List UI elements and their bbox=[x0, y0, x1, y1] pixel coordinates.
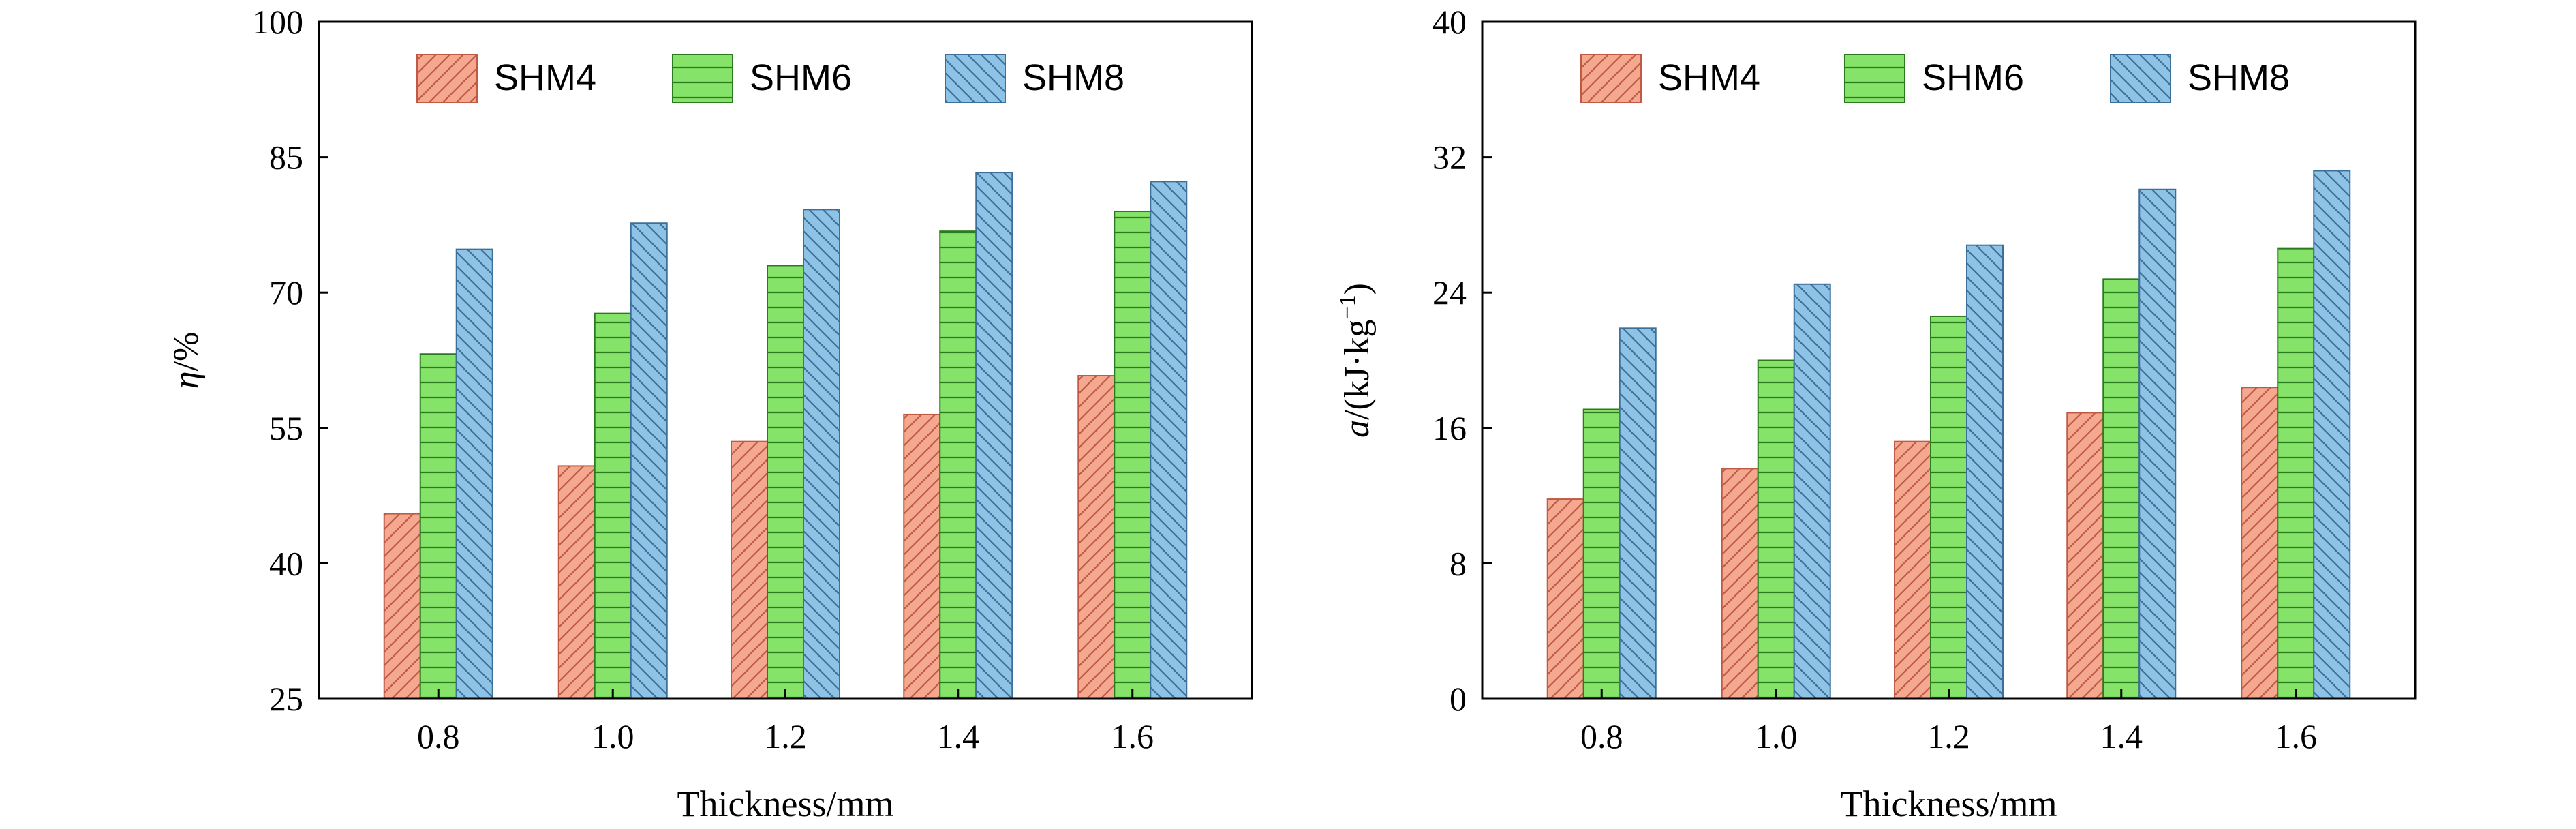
y-axis-label: a/(kJ·kg−1) bbox=[1335, 283, 1377, 438]
bar-shm4-0.8 bbox=[1546, 498, 1584, 699]
legend-label-shm4: SHM4 bbox=[494, 57, 596, 98]
bar-shm8-1.4 bbox=[975, 172, 1013, 700]
x-tick-label: 1.0 bbox=[1755, 717, 1798, 755]
y-axis-unit-superscript: −1 bbox=[1335, 295, 1360, 319]
bar-shm8-1.2 bbox=[803, 209, 840, 699]
y-tick-label: 55 bbox=[269, 409, 303, 447]
chart-eta: 25 40 55 70 85 100 0.8 1.0 1.2 1.4 1.6 Thickness/mm… bbox=[167, 3, 1253, 824]
bar-shm6-1.6 bbox=[1114, 211, 1152, 700]
bar-shm6-0.8 bbox=[1582, 408, 1621, 699]
legend-swatch-shm8 bbox=[2110, 54, 2171, 103]
bar-shm6-1.4 bbox=[939, 230, 977, 699]
x-tick-label: 0.8 bbox=[417, 717, 460, 755]
legend-label-shm6: SHM6 bbox=[1922, 57, 2024, 98]
bar-shm8-1.0 bbox=[1793, 283, 1831, 700]
y-axis-label: η/% bbox=[167, 332, 206, 389]
y-tick-label: 40 bbox=[269, 544, 303, 582]
y-tick-label: 40 bbox=[1432, 3, 1467, 41]
bar-shm8-0.8 bbox=[1619, 327, 1657, 699]
x-tick-label: 1.4 bbox=[2100, 717, 2143, 755]
x-tick-label: 1.2 bbox=[1927, 717, 1970, 755]
y-tick-label: 0 bbox=[1450, 680, 1467, 718]
x-axis-label: Thickness/mm bbox=[1841, 783, 2057, 824]
y-axis-unit-close: ) bbox=[1338, 283, 1377, 295]
bar-shm6-1.2 bbox=[1930, 315, 1967, 699]
legend-label-shm4: SHM4 bbox=[1658, 57, 1760, 98]
bar-shm4-1.2 bbox=[731, 440, 768, 699]
bar-shm4-1.2 bbox=[1894, 440, 1931, 699]
y-tick-label: 24 bbox=[1432, 273, 1467, 312]
legend-label-shm6: SHM6 bbox=[750, 57, 852, 98]
y-tick-label: 8 bbox=[1450, 544, 1467, 582]
bar-shm6-1.0 bbox=[1757, 359, 1795, 699]
bar-shm6-1.6 bbox=[2277, 247, 2315, 699]
y-tick-label: 25 bbox=[269, 680, 303, 718]
bar-shm6-1.0 bbox=[594, 312, 632, 700]
bar-shm8-0.8 bbox=[455, 248, 493, 699]
y-axis-unit: /% bbox=[167, 332, 206, 372]
y-axis-unit: /(kJ·kg bbox=[1338, 320, 1377, 420]
legend-swatch-shm4 bbox=[416, 54, 478, 103]
y-tick-label: 70 bbox=[269, 273, 303, 312]
y-tick-label: 100 bbox=[252, 3, 303, 41]
x-axis-label: Thickness/mm bbox=[677, 783, 894, 824]
x-tick-label: 1.6 bbox=[2275, 717, 2318, 755]
x-tick-label: 1.6 bbox=[1111, 717, 1154, 755]
y-tick-label: 16 bbox=[1432, 409, 1467, 447]
legend-swatch-shm8 bbox=[945, 54, 1006, 103]
bar-shm4-1.0 bbox=[557, 465, 596, 700]
bar-shm8-1.0 bbox=[630, 222, 668, 699]
y-tick-label: 32 bbox=[1432, 138, 1467, 177]
y-tick-label: 85 bbox=[269, 138, 303, 177]
legend-label-shm8: SHM8 bbox=[2188, 57, 2290, 98]
bar-shm4-0.8 bbox=[383, 513, 421, 700]
bar-shm8-1.4 bbox=[2138, 188, 2177, 699]
y-axis-symbol: a bbox=[1338, 420, 1377, 438]
bar-shm6-1.2 bbox=[767, 265, 804, 700]
legend-swatch-shm6 bbox=[1844, 54, 1905, 103]
bar-shm4-1.4 bbox=[903, 413, 941, 699]
bar-shm8-1.6 bbox=[2313, 170, 2351, 699]
bar-shm8-1.6 bbox=[1150, 181, 1188, 699]
bar-shm4-1.6 bbox=[2241, 387, 2279, 699]
y-axis-symbol: η bbox=[167, 371, 206, 389]
legend-label-shm8: SHM8 bbox=[1022, 57, 1124, 98]
legend-swatch-shm4 bbox=[1580, 54, 1642, 103]
x-tick-label: 1.4 bbox=[937, 717, 980, 755]
x-tick-label: 1.2 bbox=[764, 717, 807, 755]
x-tick-label: 1.0 bbox=[592, 717, 634, 755]
bar-shm6-0.8 bbox=[419, 353, 457, 699]
chart-energy: 0 8 16 24 32 40 0.8 1.0 1.2 1.4 1.6 Thickness/mm a/(… bbox=[1335, 3, 2417, 824]
bar-shm4-1.4 bbox=[2066, 412, 2104, 700]
x-tick-label: 0.8 bbox=[1580, 717, 1623, 755]
legend-swatch-shm6 bbox=[672, 54, 733, 103]
bar-shm4-1.6 bbox=[1077, 375, 1116, 699]
bar-shm6-1.4 bbox=[2102, 278, 2141, 699]
bar-shm8-1.2 bbox=[1966, 244, 2004, 699]
bar-shm4-1.0 bbox=[1721, 468, 1759, 699]
